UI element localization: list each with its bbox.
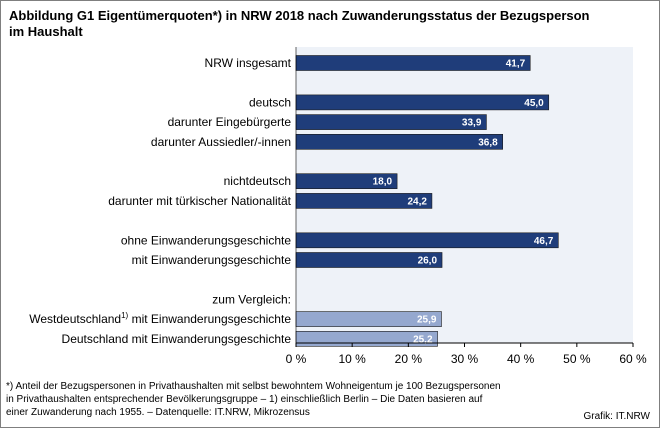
chart-title-line2: im Haushalt — [9, 24, 83, 39]
data-label: 26,0 — [418, 256, 438, 267]
x-tick-label: 40 % — [507, 352, 535, 366]
data-label: 25,9 — [417, 315, 437, 326]
category-label: deutsch — [249, 95, 291, 109]
bar — [295, 232, 559, 249]
data-label: 46,7 — [534, 236, 554, 247]
x-tick-label: 60 % — [619, 352, 647, 366]
credit: Grafik: IT.NRW — [583, 411, 650, 422]
data-label: 45,0 — [524, 98, 544, 109]
category-label: darunter Eingebürgerte — [168, 115, 292, 129]
bar — [295, 134, 503, 150]
category-label: Westdeutschland1) mit Einwanderungsgesch… — [29, 311, 291, 326]
x-tick-label: 50 % — [563, 352, 591, 366]
footnote-line: in Privathaushalten entsprechender Bevöl… — [6, 394, 483, 405]
data-label: 24,2 — [407, 196, 427, 207]
category-label: NRW insgesamt — [205, 56, 292, 70]
data-label: 36,8 — [478, 137, 498, 148]
category-label: darunter mit türkischer Nationalität — [108, 194, 291, 208]
category-label: darunter Aussiedler/-innen — [151, 135, 291, 149]
category-label: Deutschland mit Einwanderungsgeschichte — [62, 332, 292, 346]
data-label: 18,0 — [373, 177, 393, 188]
data-label: 25,2 — [413, 334, 433, 345]
category-label: ohne Einwanderungsgeschichte — [121, 233, 291, 247]
x-tick-label: 10 % — [338, 352, 366, 366]
footnote-line: einer Zuwanderung nach 1955. – Datenquel… — [6, 407, 310, 418]
data-label: 41,7 — [506, 59, 526, 70]
bar — [295, 94, 550, 111]
chart-title: Abbildung G1 Eigentümerquoten*) in NRW 2… — [9, 8, 590, 23]
category-label: zum Vergleich: — [212, 292, 291, 306]
category-label: mit Einwanderungsgeschichte — [132, 253, 292, 267]
footnote-line: *) Anteil der Bezugspersonen in Privatha… — [6, 381, 501, 392]
bar — [295, 55, 531, 71]
x-tick-label: 30 % — [451, 352, 479, 366]
x-tick-label: 0 % — [286, 352, 307, 366]
x-tick-label: 20 % — [395, 352, 423, 366]
data-label: 33,9 — [462, 118, 482, 129]
bar — [295, 114, 487, 130]
category-label: nichtdeutsch — [224, 174, 291, 188]
